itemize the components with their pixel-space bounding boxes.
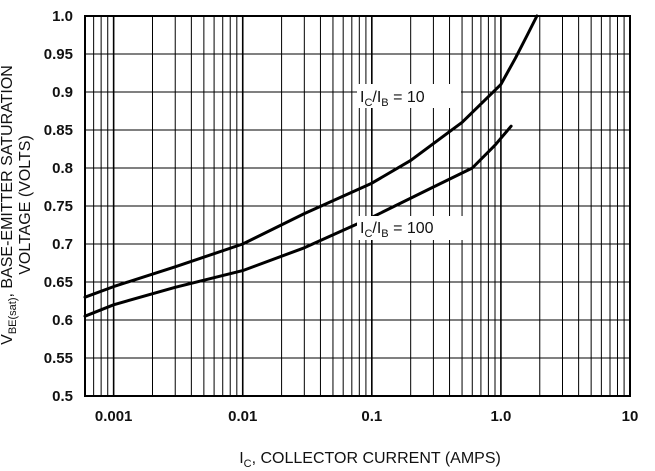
- y-axis-label-line2: VOLTAGE (VOLTS): [17, 135, 34, 275]
- label-ic-ib-100: IC/IB = 100: [360, 220, 434, 240]
- y-tick-label: 0.9: [52, 84, 73, 101]
- label-background-100: [357, 216, 469, 240]
- series-line-ic-ib-100: [83, 124, 513, 318]
- x-tick-label: 1.0: [490, 408, 511, 425]
- x-tick-label: 0.001: [95, 408, 133, 425]
- x-axis-label: IC, COLLECTOR CURRENT (AMPS): [239, 450, 501, 470]
- plot-frame: [84, 15, 631, 397]
- y-tick-label: 1.0: [52, 8, 73, 25]
- y-tick-labels: 0.5 0.55 0.6 0.65 0.7 0.75 0.8 0.85 0.9 0.95 1.0: [44, 8, 73, 405]
- grid: [85, 16, 630, 396]
- label-ic-ib-10: IC/IB = 10: [360, 89, 425, 109]
- x-tick-label: 0.01: [228, 408, 257, 425]
- y-tick-label: 0.75: [44, 198, 73, 215]
- y-tick-label: 0.65: [44, 274, 73, 291]
- curves: [83, 14, 539, 318]
- y-tick-label: 0.85: [44, 122, 73, 139]
- y-axis-label-line1: VBE(sat), BASE-EMITTER SATURATION: [0, 65, 19, 345]
- x-tick-label: 10: [622, 408, 639, 425]
- y-tick-label: 0.5: [52, 388, 73, 405]
- y-tick-label: 0.55: [44, 350, 73, 367]
- label-background-10: [357, 84, 461, 108]
- y-tick-label: 0.8: [52, 160, 73, 177]
- y-tick-label: 0.6: [52, 312, 73, 329]
- curve-labels: IC/IB = 10 IC/IB = 100: [357, 84, 469, 240]
- x-tick-label: 0.1: [361, 408, 382, 425]
- x-tick-labels: 0.001 0.01 0.1 1.0 10: [95, 408, 638, 425]
- series-line-ic-ib-10: [83, 14, 539, 299]
- y-tick-label: 0.7: [52, 236, 73, 253]
- y-tick-label: 0.95: [44, 46, 73, 63]
